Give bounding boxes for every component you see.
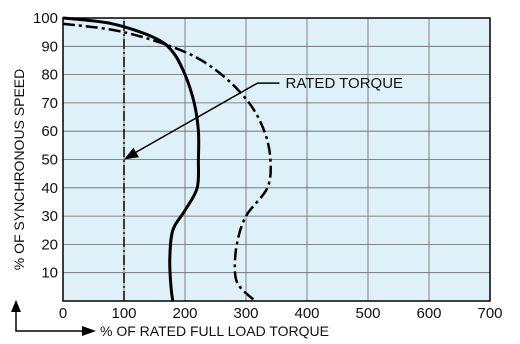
x-tick-label-3: 300 (233, 305, 258, 322)
torque-curve-solid (62, 16, 201, 302)
y-tick-label-3: 40 (41, 180, 58, 197)
x-tick-label-0: 0 (59, 305, 67, 322)
torque-curve-dash-dot (62, 22, 272, 302)
y-tick-label-0: 10 (41, 265, 58, 282)
curves (62, 16, 272, 302)
grid-lines (63, 18, 490, 301)
x-tick-label-7: 700 (477, 305, 502, 322)
y-tick-label-4: 50 (41, 152, 58, 169)
y-tick-label-2: 30 (41, 208, 58, 225)
annotation-label: RATED TORQUE (286, 75, 404, 92)
y-tick-label-7: 80 (41, 67, 58, 84)
annotation-arrowhead (124, 147, 139, 160)
rated-torque-annotation: RATED TORQUE (124, 75, 404, 160)
y-tick-label-5: 60 (41, 123, 58, 140)
x-tick-label-4: 400 (294, 305, 319, 322)
y-tick-label-9: 100 (33, 10, 58, 27)
axis-title-pointer-line (15, 308, 84, 332)
x-tick-label-2: 200 (172, 305, 197, 322)
axis-title-pointer-right-arrowhead (82, 326, 96, 336)
x-axis-title: % OF RATED FULL LOAD TORQUE (100, 323, 329, 339)
annotation-leader-line (131, 82, 280, 156)
axis-titles: % OF SYNCHRONOUS SPEED % OF RATED FULL LO… (11, 69, 329, 339)
x-tick-label-6: 600 (416, 305, 441, 322)
x-tick-label-5: 500 (355, 305, 380, 322)
tick-labels: 0 100 200 300 400 500 600 700 10 20 30 40 50 60 70 80 90… (33, 10, 503, 322)
axis-title-pointer-up-arrowhead (11, 300, 21, 312)
y-axis-title: % OF SYNCHRONOUS SPEED (11, 69, 27, 270)
y-tick-label-1: 20 (41, 236, 58, 253)
plot-frame (62, 17, 491, 302)
y-tick-label-8: 90 (41, 38, 58, 55)
y-tick-label-6: 70 (41, 95, 58, 112)
x-tick-label-1: 100 (111, 305, 136, 322)
